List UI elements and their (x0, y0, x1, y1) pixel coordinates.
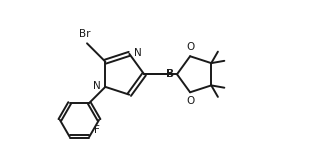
Text: F: F (93, 125, 100, 135)
Text: N: N (93, 81, 101, 91)
Text: B: B (167, 69, 175, 79)
Text: Br: Br (79, 29, 90, 39)
Text: O: O (186, 42, 194, 52)
Text: O: O (186, 96, 194, 106)
Text: B: B (167, 69, 174, 79)
Text: N: N (134, 48, 142, 58)
